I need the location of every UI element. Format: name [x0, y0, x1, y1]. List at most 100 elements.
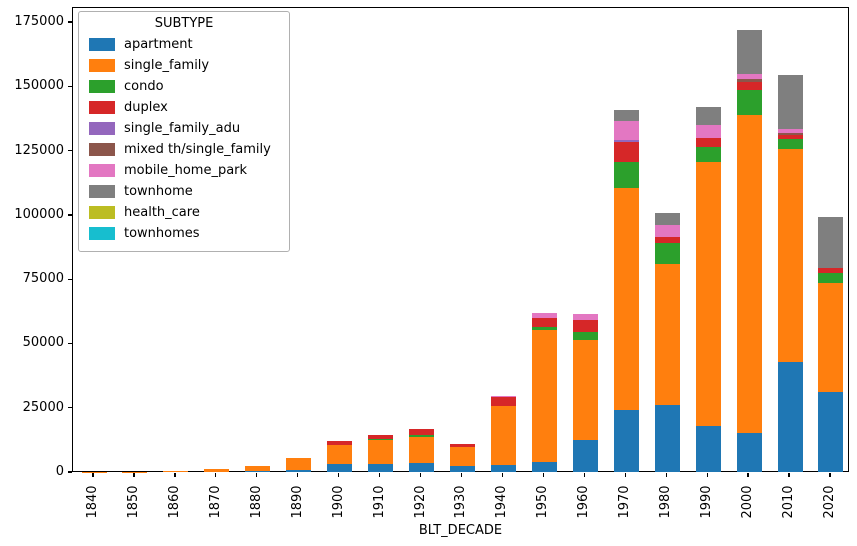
x-tick-mark — [297, 473, 299, 477]
y-tick-label: 125000 — [14, 142, 64, 158]
bar-segment-1900-single_family — [327, 445, 353, 465]
bar-segment-2020-apartment — [818, 391, 844, 472]
y-tick-mark — [68, 214, 72, 216]
bar-segment-1970-condo — [613, 161, 639, 189]
bar-segment-2000-mobile_home_park — [736, 74, 762, 80]
y-tick-mark — [68, 149, 72, 152]
y-tick-label: 75000 — [22, 271, 64, 287]
y-tick-mark — [68, 278, 72, 280]
bar-segment-1960-mobile_home_park — [572, 314, 598, 321]
x-tick-label: 1840 — [85, 485, 100, 519]
x-tick-mark — [788, 473, 790, 477]
legend-swatch-icon — [89, 38, 115, 51]
x-tick-label: 1960 — [576, 485, 592, 519]
y-tick-mark — [68, 471, 72, 473]
bar-segment-1920-apartment — [409, 462, 435, 472]
bar-segment-1980-apartment — [654, 405, 680, 472]
bar-segment-2010-duplex — [777, 135, 803, 140]
legend-item-label: townhome — [124, 184, 193, 199]
x-tick-label: 1940 — [494, 485, 510, 519]
bar-segment-2000-single_family — [736, 115, 762, 434]
bar-segment-1970-duplex — [613, 142, 639, 162]
legend-swatch-icon — [89, 143, 115, 156]
bar-segment-1940-single_family — [490, 405, 516, 466]
bar-segment-2000-duplex — [736, 82, 762, 91]
bar-segment-1910-apartment — [368, 464, 394, 472]
x-tick-label: 1900 — [330, 485, 346, 519]
bar-segment-1990-duplex — [695, 137, 721, 147]
legend-item-condo: condo — [87, 76, 281, 97]
bar-segment-1990-apartment — [695, 425, 721, 472]
legend-swatch-icon — [89, 59, 115, 72]
bar-segment-1860-single_family — [163, 471, 189, 472]
x-tick-label: 2020 — [821, 485, 837, 519]
legend-item-mobile_home_park: mobile_home_park — [87, 160, 281, 181]
bar-segment-1960-duplex — [572, 320, 598, 332]
legend-item-mixed_th_single_family: mixed th/single_family — [87, 139, 281, 160]
y-tick-mark — [68, 21, 72, 23]
bar-segment-1930-single_family — [449, 446, 475, 467]
bar-segment-1970-apartment — [613, 410, 639, 472]
bar-segment-1920-single_family — [409, 436, 435, 463]
bar-segment-1910-condo — [368, 439, 394, 440]
bar-segment-1990-mobile_home_park — [695, 124, 721, 138]
bar-segment-2010-mobile_home_park — [777, 129, 803, 133]
bar-segment-1920-duplex — [409, 429, 435, 435]
bar-segment-2010-townhome — [777, 74, 803, 130]
bar-segment-1950-duplex — [531, 318, 557, 328]
legend-item-health_care: health_care — [87, 202, 281, 223]
bar-segment-1980-duplex — [654, 236, 680, 243]
x-tick-label: 1990 — [699, 485, 715, 519]
bar-segment-1900-apartment — [327, 464, 353, 472]
legend-swatch-icon — [89, 80, 115, 93]
x-tick-mark — [829, 473, 831, 477]
bar-segment-1960-condo — [572, 331, 598, 340]
legend-item-single_family_adu: single_family_adu — [87, 118, 281, 139]
legend-item-duplex: duplex — [87, 97, 281, 118]
bar-segment-1950-apartment — [531, 461, 557, 472]
bar-segment-1960-single_family — [572, 339, 598, 441]
legend-swatch-icon — [89, 206, 115, 219]
x-tick-label: 1970 — [617, 485, 633, 519]
bar-segment-1950-condo — [531, 327, 557, 331]
legend-item-label: mixed th/single_family — [124, 142, 271, 157]
bar-segment-1900-duplex — [327, 440, 353, 445]
y-tick-mark — [68, 342, 72, 345]
x-tick-label: 1920 — [412, 485, 428, 519]
legend-item-label: apartment — [124, 37, 193, 52]
bar-segment-2020-condo — [818, 273, 844, 283]
bar-segment-1930-apartment — [449, 466, 475, 472]
bar-segment-1990-single_family — [695, 161, 721, 426]
x-tick-label: 1930 — [453, 485, 469, 519]
x-tick-label: 1850 — [125, 485, 141, 519]
bar-segment-2010-condo — [777, 139, 803, 150]
bar-segment-2010-mixed_th_single_family — [777, 132, 803, 136]
bar-segment-1980-mobile_home_park — [654, 225, 680, 237]
y-tick-label: 175000 — [14, 14, 64, 29]
legend-swatch-icon — [89, 101, 115, 114]
x-tick-label: 1860 — [166, 485, 182, 519]
bar-segment-1940-duplex — [490, 397, 516, 406]
bar-segment-1920-condo — [409, 434, 435, 437]
x-tick-mark — [338, 473, 340, 477]
x-tick-mark — [460, 473, 463, 477]
y-tick-label: 50000 — [22, 335, 64, 351]
y-tick-mark — [68, 85, 72, 87]
bar-segment-1950-single_family — [531, 330, 557, 462]
x-tick-mark — [419, 473, 422, 477]
x-tick-mark — [215, 473, 217, 477]
bar-segment-1880-apartment — [245, 471, 271, 472]
x-tick-mark — [706, 473, 708, 477]
x-tick-label: 1950 — [535, 485, 551, 519]
bar-segment-2000-condo — [736, 90, 762, 116]
legend-title: SUBTYPE — [154, 16, 214, 31]
x-tick-label: 2000 — [740, 485, 756, 519]
bar-segment-1950-mobile_home_park — [531, 312, 557, 319]
y-tick-label: 100000 — [14, 206, 64, 222]
x-tick-label: 1880 — [248, 485, 264, 519]
bar-segment-1980-single_family — [654, 263, 680, 406]
x-tick-mark — [133, 473, 135, 477]
y-tick-label: 0 — [55, 464, 64, 479]
bar-segment-1890-apartment — [286, 470, 312, 472]
